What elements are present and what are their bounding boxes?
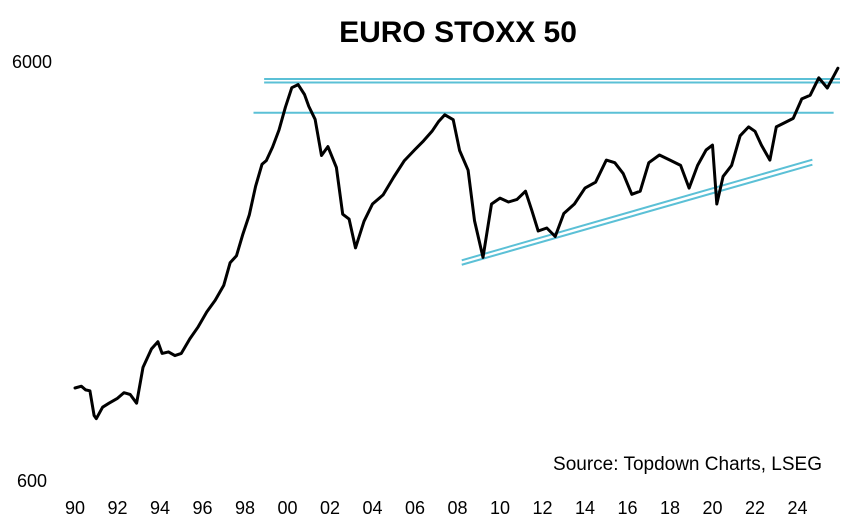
support-line <box>461 163 813 266</box>
x-tick-label: 96 <box>192 498 212 518</box>
x-tick-label: 20 <box>702 498 722 518</box>
source-note: Source: Topdown Charts, LSEG <box>553 454 822 475</box>
x-tick-label: 08 <box>447 498 467 518</box>
x-tick-label: 06 <box>405 498 425 518</box>
chart-title: EURO STOXX 50 <box>339 16 577 49</box>
y-tick-label: 6000 <box>12 52 52 72</box>
x-tick-label: 90 <box>65 498 85 518</box>
y-axis-ticks: 6000 600 <box>12 52 52 491</box>
x-tick-label: 16 <box>617 498 637 518</box>
y-tick-label: 600 <box>17 471 47 491</box>
resistance-lines <box>253 78 840 114</box>
series-group <box>73 66 840 421</box>
x-tick-label: 02 <box>320 498 340 518</box>
support-lines <box>461 158 813 266</box>
x-tick-label: 94 <box>150 498 170 518</box>
x-tick-label: 18 <box>660 498 680 518</box>
x-tick-label: 10 <box>490 498 510 518</box>
x-tick-label: 98 <box>235 498 255 518</box>
x-tick-label: 04 <box>362 498 382 518</box>
index-line <box>73 66 840 421</box>
x-tick-label: 24 <box>787 498 807 518</box>
x-tick-label: 22 <box>745 498 765 518</box>
x-tick-label: 14 <box>575 498 595 518</box>
x-axis-ticks: 90 92 94 96 98 00 02 04 06 08 10 12 14 16 18 20 22 24 <box>65 498 808 518</box>
x-tick-label: 12 <box>532 498 552 518</box>
x-tick-label: 92 <box>107 498 127 518</box>
support-line <box>461 158 813 262</box>
x-tick-label: 00 <box>277 498 297 518</box>
